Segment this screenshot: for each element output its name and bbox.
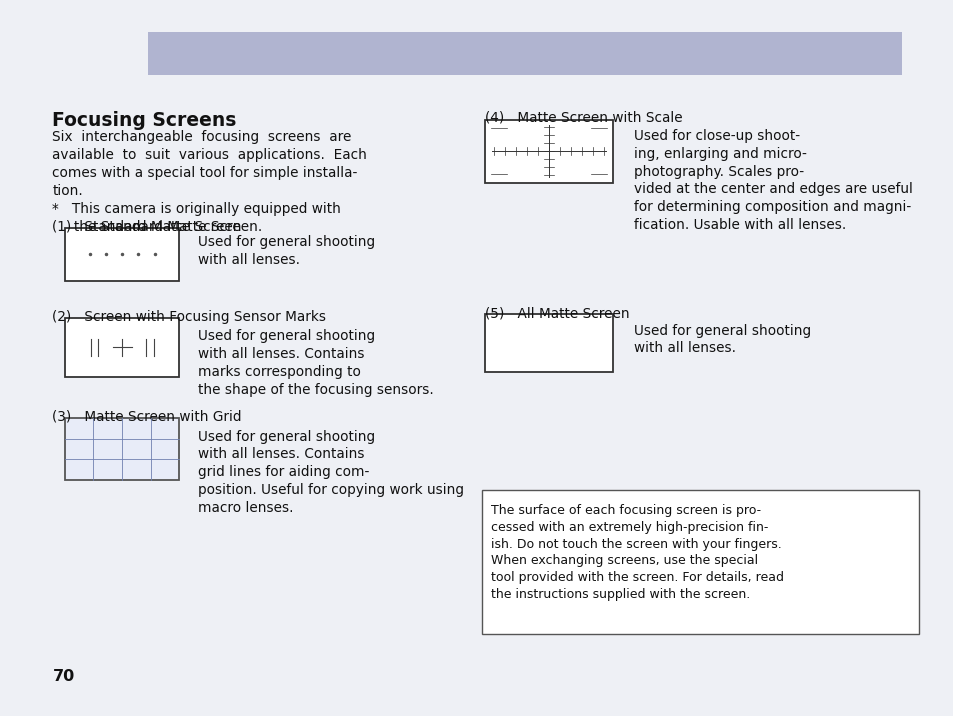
Text: 70: 70 <box>52 669 74 684</box>
Text: The surface of each focusing screen is pro-
cessed with an extremely high-precis: The surface of each focusing screen is p… <box>491 504 783 601</box>
FancyBboxPatch shape <box>65 318 179 377</box>
FancyBboxPatch shape <box>484 120 613 183</box>
Text: Used for general shooting
with all lenses.: Used for general shooting with all lense… <box>198 235 375 266</box>
FancyBboxPatch shape <box>65 228 179 281</box>
Text: Used for general shooting
with all lenses. Contains
grid lines for aiding com-
p: Used for general shooting with all lense… <box>198 430 464 515</box>
Text: (2)   Screen with Focusing Sensor Marks: (2) Screen with Focusing Sensor Marks <box>52 310 326 324</box>
FancyBboxPatch shape <box>484 314 613 372</box>
FancyBboxPatch shape <box>481 490 918 634</box>
Text: Six  interchangeable  focusing  screens  are
available  to  suit  various  appli: Six interchangeable focusing screens are… <box>52 130 367 233</box>
FancyBboxPatch shape <box>148 32 901 75</box>
Text: (1)   Standard Matte Screen: (1) Standard Matte Screen <box>52 220 242 234</box>
Text: Used for close-up shoot-
ing, enlarging and micro-
photography. Scales pro-
vide: Used for close-up shoot- ing, enlarging … <box>634 129 912 232</box>
Text: (3)   Matte Screen with Grid: (3) Matte Screen with Grid <box>52 410 242 424</box>
FancyBboxPatch shape <box>65 418 179 480</box>
Text: (4)   Matte Screen with Scale: (4) Matte Screen with Scale <box>484 111 681 125</box>
Text: Focusing Screens: Focusing Screens <box>52 111 236 130</box>
Text: Used for general shooting
with all lenses.: Used for general shooting with all lense… <box>634 324 811 355</box>
Text: (5)   All Matte Screen: (5) All Matte Screen <box>484 306 629 321</box>
Text: Used for general shooting
with all lenses. Contains
marks corresponding to
the s: Used for general shooting with all lense… <box>198 329 434 397</box>
